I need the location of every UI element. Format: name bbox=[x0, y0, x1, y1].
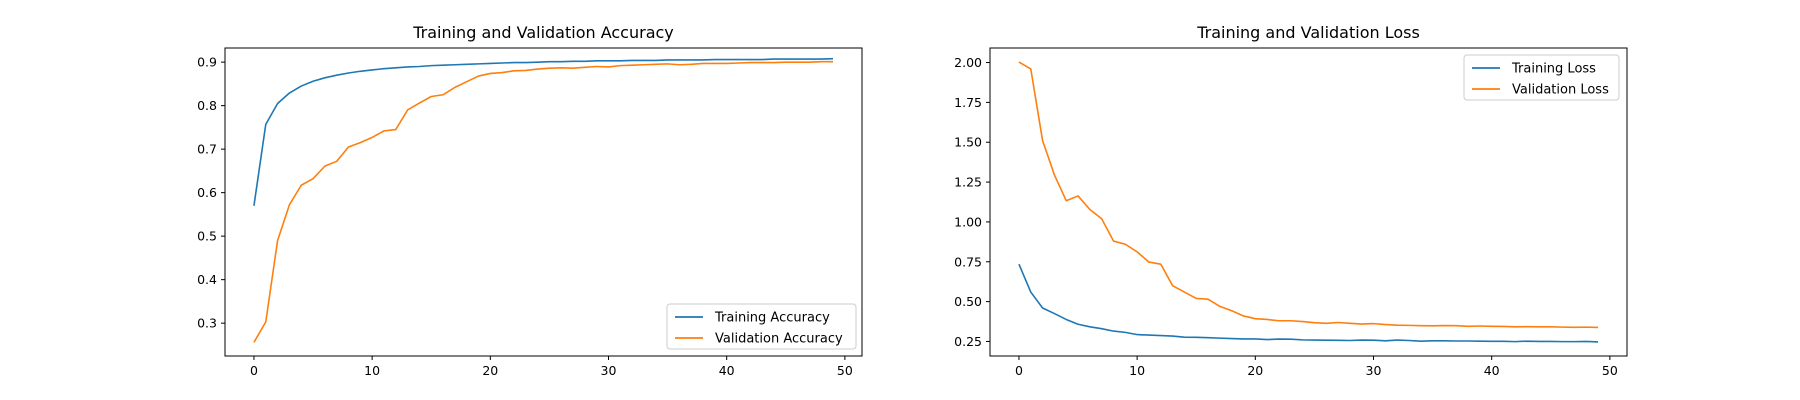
chart-2-y-tick-label: 1.75 bbox=[954, 95, 982, 110]
chart-1-legend-box bbox=[666, 303, 857, 350]
chart-1-y-tick-label: 0.4 bbox=[197, 272, 217, 287]
chart-2-series-training-loss bbox=[1018, 263, 1599, 343]
chart-1: Training and Validation Accuracy 0 10 20 30 4… bbox=[197, 23, 863, 378]
chart-1-x-tick-label: 50 bbox=[837, 363, 853, 378]
chart-1-title: Training and Validation Accuracy bbox=[412, 23, 674, 42]
chart-1-x-tick-label: 0 bbox=[250, 363, 258, 378]
chart-2-x-tick-label: 0 bbox=[1015, 363, 1023, 378]
chart-2-legend-label: Validation Loss bbox=[1512, 83, 1609, 98]
chart-1-x-tick-label: 10 bbox=[364, 363, 380, 378]
chart-1-y-tick-label: 0.8 bbox=[197, 98, 217, 113]
chart-1-x-tick-label: 30 bbox=[601, 363, 617, 378]
chart-1-series-training-accuracy bbox=[253, 57, 834, 206]
chart-2-x-tick-label: 50 bbox=[1602, 363, 1618, 378]
chart-2-x-tick-label: 20 bbox=[1247, 363, 1263, 378]
chart-2-legend-box bbox=[1463, 54, 1620, 101]
chart-2-legend-label: Training Loss bbox=[1511, 62, 1596, 77]
chart-2-legend: Training Loss Validation Loss bbox=[1463, 54, 1620, 101]
chart-2-title: Training and Validation Loss bbox=[1196, 23, 1420, 42]
chart-1-legend: Training Accuracy Validation Accuracy bbox=[666, 303, 857, 350]
chart-2-y-tick-label: 1.25 bbox=[954, 175, 982, 190]
chart-1-legend-label: Training Accuracy bbox=[714, 311, 830, 326]
chart-1-series-validation-accuracy bbox=[253, 60, 834, 343]
chart-1-y-tick-label: 0.3 bbox=[197, 316, 217, 331]
chart-2-x-tick-label: 10 bbox=[1129, 363, 1145, 378]
chart-2-series-validation-loss bbox=[1018, 61, 1599, 329]
chart-2-y-tick-label: 1.00 bbox=[954, 214, 982, 229]
chart-2-y-tick-label: 0.25 bbox=[954, 334, 982, 349]
chart-1-x-tick-label: 20 bbox=[482, 363, 498, 378]
chart-2-x-tick-label: 40 bbox=[1484, 363, 1500, 378]
chart-1-y-tick-label: 0.6 bbox=[197, 185, 217, 200]
chart-1-y-tick-label: 0.9 bbox=[197, 55, 217, 70]
chart-1-x-tick-label: 40 bbox=[719, 363, 735, 378]
chart-2-y-tick-label: 0.50 bbox=[954, 294, 982, 309]
chart-1-axes-frame bbox=[224, 47, 863, 357]
chart-2-y-tick-label: 0.75 bbox=[954, 254, 982, 269]
chart-2-y-tick-label: 1.50 bbox=[954, 135, 982, 150]
chart-2-y-tick-label: 2.00 bbox=[954, 55, 982, 70]
chart-1-y-tick-label: 0.5 bbox=[197, 229, 217, 244]
chart-1-legend-label: Validation Accuracy bbox=[715, 332, 843, 347]
chart-2: Training and Validation Loss 0 10 20 30 40 50 0… bbox=[954, 23, 1628, 378]
chart-2-x-tick-label: 30 bbox=[1366, 363, 1382, 378]
chart-2-axes-frame bbox=[989, 47, 1628, 357]
chart-1-y-tick-label: 0.7 bbox=[197, 142, 217, 157]
